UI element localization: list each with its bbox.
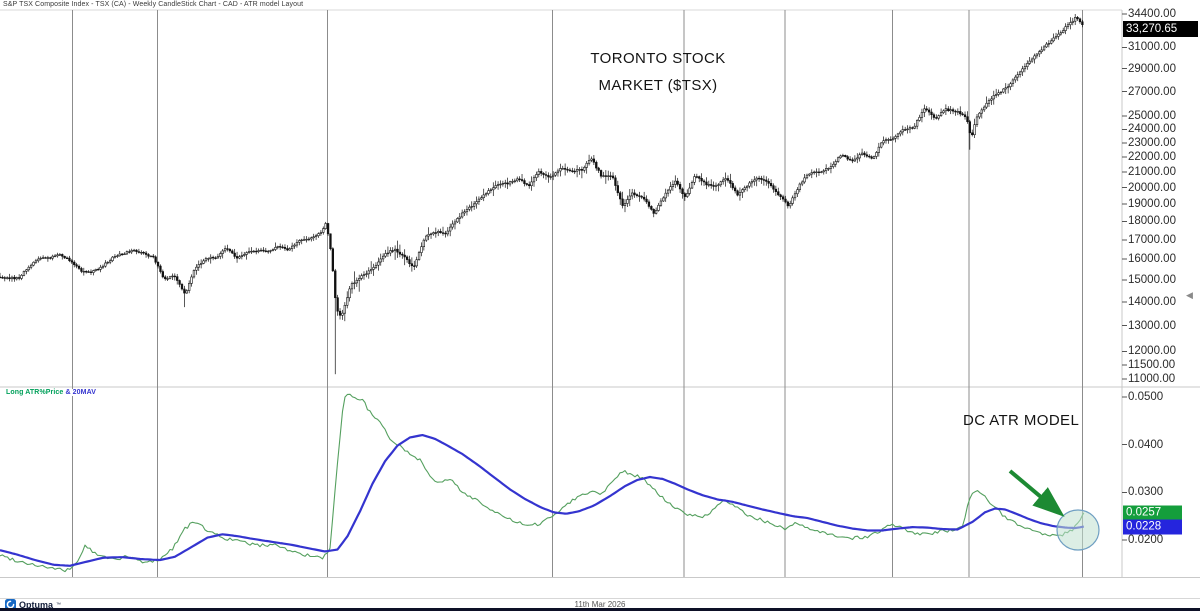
mav-value-badge: 0.0228 (1123, 519, 1182, 535)
price-axis-label: 11500.00 (1128, 358, 1176, 371)
window-title: S&P TSX Composite Index - TSX (CA) - Wee… (3, 1, 304, 8)
optuma-logo-icon (5, 599, 16, 610)
price-axis-label: 31000.00 (1128, 41, 1176, 54)
last-price-badge: 33,270.65 (1123, 20, 1198, 37)
price-axis-label: 13000.00 (1128, 319, 1176, 332)
price-axis-label: 25000.00 (1128, 110, 1176, 123)
axis-scroll-arrow-icon[interactable]: ◀ (1186, 290, 1193, 300)
atr-axis-label: 0.0400 (1128, 438, 1164, 451)
green-arrow-annotation[interactable] (1008, 469, 1065, 517)
footer-date: 11th Mar 2026 (574, 600, 626, 609)
atr-axis-label: 0.0500 (1128, 390, 1164, 403)
highlight-circle-annotation[interactable] (1056, 509, 1100, 551)
price-axis-label: 24000.00 (1128, 123, 1176, 136)
main-annotation-line1: TORONTO STOCK (590, 50, 726, 67)
main-chart-text-annotation[interactable]: TORONTO STOCK MARKET ($TSX) (577, 45, 739, 99)
atr-axis-label: 0.0200 (1128, 534, 1164, 546)
brand-name: Optuma (19, 599, 54, 610)
footer-bottom-rule (0, 608, 1200, 611)
price-axis-label: 18000.00 (1128, 215, 1176, 228)
lower-panel-legend[interactable]: Long ATR%Price & 20MAV (4, 389, 98, 396)
x-axis-strip (0, 577, 1200, 598)
price-axis-label: 15000.00 (1128, 273, 1176, 286)
price-axis-label: 20000.00 (1128, 181, 1176, 194)
legend-atr-label: Long ATR%Price (6, 389, 64, 396)
price-axis-label: 14000.00 (1128, 295, 1176, 308)
price-axis-label: 12000.00 (1128, 345, 1176, 358)
optuma-brand: Optuma ™ (5, 599, 61, 610)
price-axis-label: 17000.00 (1128, 233, 1176, 246)
price-axis-label: 21000.00 (1128, 166, 1176, 179)
price-axis-label: 11000.00 (1128, 373, 1176, 386)
brand-trademark: ™ (56, 601, 62, 608)
price-axis-label: 34400.00 (1128, 8, 1176, 20)
drawing-annotations[interactable] (1008, 469, 1100, 551)
price-axis-label: 27000.00 (1128, 85, 1176, 98)
main-annotation-line2: MARKET ($TSX) (598, 77, 718, 94)
price-axis-label: 29000.00 (1128, 62, 1176, 75)
candlestick-series (0, 14, 1084, 375)
price-axis-label: 19000.00 (1128, 198, 1176, 211)
price-axis-label: 22000.00 (1128, 151, 1176, 164)
price-axis-label: 23000.00 (1128, 136, 1176, 149)
panel-borders (0, 9, 1200, 597)
atr-model-series (0, 393, 1085, 573)
atr-axis-label: 0.0300 (1128, 486, 1164, 499)
legend-mav-label: & 20MAV (65, 389, 96, 396)
event-vertical-lines (72, 10, 1083, 577)
price-axis-label: 16000.00 (1128, 253, 1176, 266)
atr-value-badge: 0.0257 (1123, 505, 1182, 521)
lower-panel-text-annotation[interactable]: DC ATR MODEL (963, 412, 1080, 429)
